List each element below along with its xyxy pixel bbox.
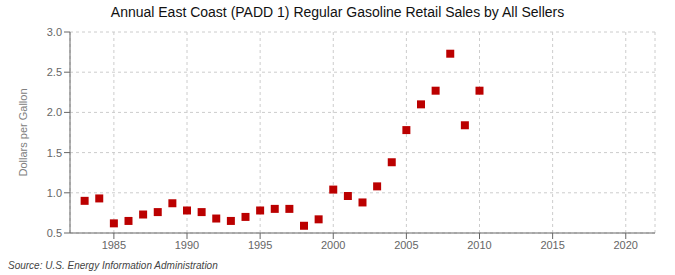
svg-text:0.5: 0.5: [47, 227, 62, 239]
svg-text:1995: 1995: [248, 239, 272, 251]
svg-text:2020: 2020: [614, 239, 638, 251]
svg-text:2000: 2000: [321, 239, 345, 251]
html-text:Source: U.S. Energy Informatio: Source: U.S. Energy Information Administ…: [8, 260, 218, 271]
svg-text:1990: 1990: [175, 239, 199, 251]
svg-text:2010: 2010: [467, 239, 491, 251]
svg-text:3.0: 3.0: [47, 26, 62, 38]
svg-text:2.5: 2.5: [47, 66, 62, 78]
svg-text:2005: 2005: [394, 239, 418, 251]
svg-text:2015: 2015: [540, 239, 564, 251]
svg-text:1.0: 1.0: [47, 187, 62, 199]
svg-text:2.0: 2.0: [47, 106, 62, 118]
svg-text:1985: 1985: [102, 239, 126, 251]
html-text:Annual East Coast (PADD 1) Reg: Annual East Coast (PADD 1) Regular Gasol…: [110, 4, 565, 20]
svg-text:1.5: 1.5: [47, 147, 62, 159]
svg-text:Dollars per Gallon: Dollars per Gallon: [17, 88, 29, 176]
